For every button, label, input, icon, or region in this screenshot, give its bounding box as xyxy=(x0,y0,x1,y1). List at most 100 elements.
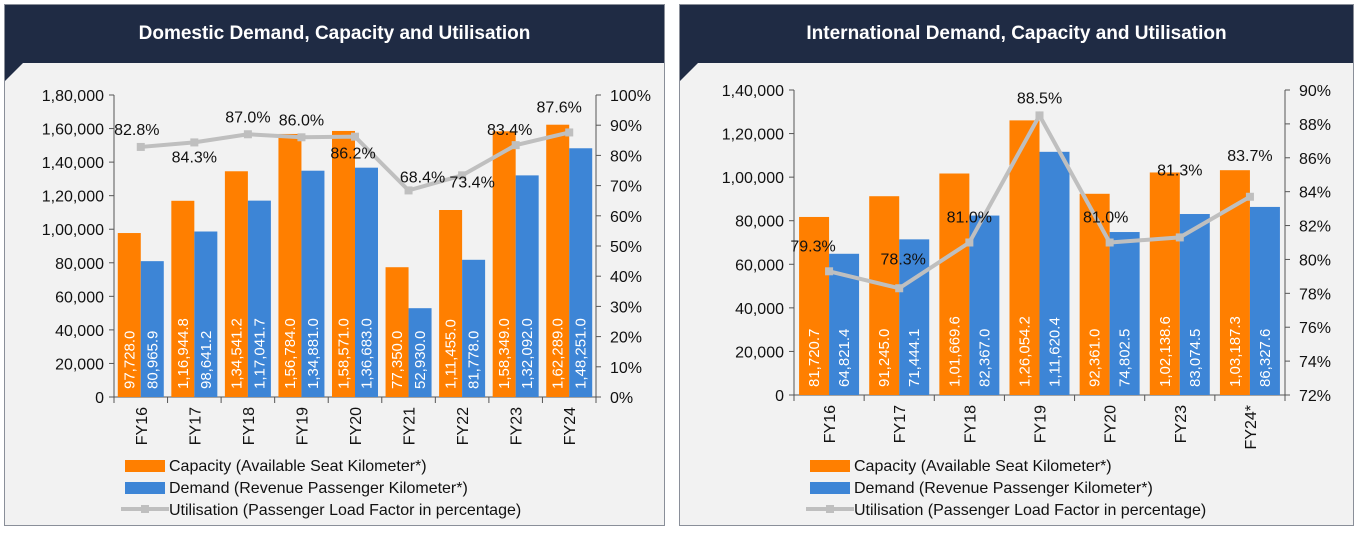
y-right-tick-label: 84% xyxy=(1299,185,1331,202)
x-tick-label: FY22 xyxy=(455,407,472,445)
demand-bar xyxy=(462,259,486,397)
utilisation-data-label: 79.3% xyxy=(790,238,835,255)
demand-bar-label: 1,36,683.0 xyxy=(359,318,376,389)
utilisation-point xyxy=(895,284,904,293)
x-tick-label: FY17 xyxy=(187,407,204,445)
legend-label: Demand (Revenue Passenger Kilometer*) xyxy=(854,480,1153,497)
capacity-bar-label: 1,62,289.0 xyxy=(550,318,567,389)
domestic-chart-panel: Domestic Demand, Capacity and Utilisatio… xyxy=(4,4,665,526)
utilisation-data-label: 83.7% xyxy=(1227,148,1272,165)
demand-bar xyxy=(408,308,432,397)
capacity-bar-label: 1,56,784.0 xyxy=(282,318,299,389)
capacity-bar-label: 1,01,669.6 xyxy=(946,316,963,387)
y-right-tick-label: 78% xyxy=(1299,286,1331,303)
legend-label: Capacity (Available Seat Kilometer*) xyxy=(854,458,1112,475)
utilisation-point xyxy=(243,130,252,139)
demand-bar-label: 83,074.5 xyxy=(1187,329,1204,387)
demand-bar xyxy=(569,148,593,397)
capacity-bar xyxy=(492,131,516,397)
capacity-bar-label: 91,245.0 xyxy=(876,329,893,387)
demand-bar-label: 1,11,620.4 xyxy=(1047,317,1064,387)
demand-bar-label: 64,821.4 xyxy=(836,329,853,387)
demand-bar-label: 1,48,251.0 xyxy=(573,318,590,389)
y-left-tick-label: 20,000 xyxy=(735,344,784,361)
demand-bar-label: 1,17,041.7 xyxy=(251,318,268,389)
utilisation-data-label: 87.6% xyxy=(537,99,582,116)
utilisation-data-label: 81.3% xyxy=(1157,162,1202,179)
demand-bar-label: 1,34,881.0 xyxy=(305,318,322,389)
demand-bar-label: 52,930.0 xyxy=(412,331,429,389)
y-left-tick-label: 60,000 xyxy=(55,289,104,306)
capacity-bar xyxy=(171,200,195,397)
capacity-bar xyxy=(799,216,830,395)
x-tick-label: FY18 xyxy=(962,405,979,443)
y-left-tick-label: 1,40,000 xyxy=(722,83,784,100)
x-tick-label: FY16 xyxy=(134,407,151,445)
demand-bar xyxy=(1179,214,1210,395)
y-right-tick-label: 40% xyxy=(610,269,642,286)
y-left-tick-label: 80,000 xyxy=(55,256,104,273)
demand-bar xyxy=(1039,151,1070,395)
y-right-tick-label: 88% xyxy=(1299,117,1331,134)
y-right-tick-label: 10% xyxy=(610,360,642,377)
y-right-tick-label: 50% xyxy=(610,239,642,256)
international-chart-title: International Demand, Capacity and Utili… xyxy=(680,5,1353,63)
utilisation-data-label: 81.0% xyxy=(1083,210,1128,227)
demand-bar xyxy=(140,261,164,397)
utilisation-data-label: 86.0% xyxy=(279,112,324,129)
corner-decoration xyxy=(5,63,23,81)
x-tick-label: FY18 xyxy=(241,407,258,445)
utilisation-point xyxy=(511,141,520,150)
utilisation-data-label: 87.0% xyxy=(225,109,270,126)
utilisation-point xyxy=(458,171,467,180)
utilisation-data-label: 78.3% xyxy=(881,251,926,268)
demand-bar-label: 1,32,092.0 xyxy=(519,318,536,389)
x-tick-label: FY19 xyxy=(294,407,311,445)
capacity-bar xyxy=(278,133,302,397)
demand-bar xyxy=(1249,206,1280,395)
corner-decoration xyxy=(680,63,698,81)
utilisation-data-label: 84.3% xyxy=(172,149,217,166)
demand-bar-label: 86,327.6 xyxy=(1257,329,1274,387)
capacity-bar-label: 77,350.0 xyxy=(389,331,406,389)
demand-bar-label: 74,802.5 xyxy=(1117,329,1134,387)
utilisation-point xyxy=(351,132,359,141)
y-right-tick-label: 80% xyxy=(610,148,642,165)
x-tick-label: FY24 xyxy=(562,407,579,445)
utilisation-point xyxy=(1245,192,1254,201)
legend-utilisation-marker xyxy=(826,505,834,513)
y-right-tick-label: 86% xyxy=(1299,151,1331,168)
utilisation-point xyxy=(565,128,574,137)
capacity-bar-label: 1,58,571.0 xyxy=(336,318,353,389)
x-tick-label: FY20 xyxy=(1103,405,1120,443)
demand-bar xyxy=(247,200,271,397)
utilisation-point xyxy=(297,133,306,142)
y-right-tick-label: 30% xyxy=(610,299,642,316)
y-left-tick-label: 1,80,000 xyxy=(42,88,104,105)
capacity-bar-label: 1,16,944.8 xyxy=(175,318,192,389)
demand-bar xyxy=(969,215,1000,395)
y-left-tick-label: 60,000 xyxy=(735,257,784,274)
y-left-tick-label: 80,000 xyxy=(735,214,784,231)
y-right-tick-label: 76% xyxy=(1299,320,1331,337)
y-left-tick-label: 1,00,000 xyxy=(722,170,784,187)
y-left-tick-label: 0 xyxy=(95,390,104,407)
capacity-bar-label: 92,361.0 xyxy=(1087,329,1104,387)
utilisation-data-label: 88.5% xyxy=(1017,90,1062,107)
x-tick-label: FY23 xyxy=(509,407,526,445)
capacity-bar-label: 1,11,455.0 xyxy=(443,319,460,389)
y-left-tick-label: 1,20,000 xyxy=(42,189,104,206)
utilisation-data-label: 83.4% xyxy=(487,122,532,139)
y-right-tick-label: 0% xyxy=(610,390,633,407)
capacity-bar-label: 97,728.0 xyxy=(121,331,138,389)
capacity-bar xyxy=(1079,193,1110,395)
x-tick-label: FY17 xyxy=(892,405,909,443)
demand-bar-label: 81,778.0 xyxy=(466,331,483,389)
demand-bar xyxy=(1109,232,1140,395)
capacity-bar xyxy=(939,173,970,395)
domestic-chart-title: Domestic Demand, Capacity and Utilisatio… xyxy=(5,5,664,63)
international-chart: 0 20,000 40,000 60,000 80,000 1,00,000 1,20,00… xyxy=(722,83,1331,519)
y-left-tick-label: 40,000 xyxy=(735,301,784,318)
capacity-bar xyxy=(1009,120,1040,395)
y-left-tick-label: 0 xyxy=(775,388,784,405)
